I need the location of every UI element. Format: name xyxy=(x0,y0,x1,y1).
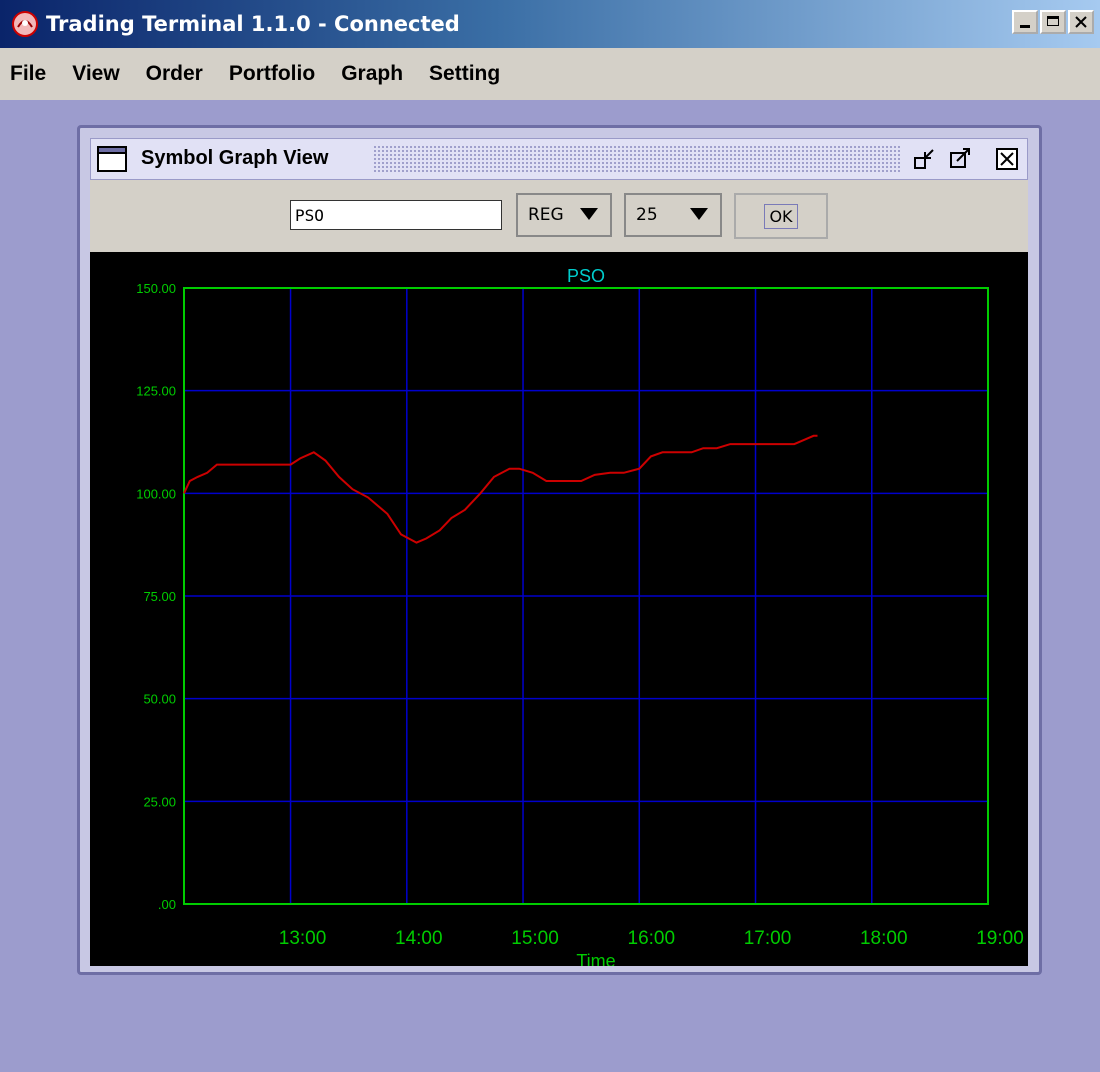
graph-toolbar: REG 25 OK xyxy=(90,180,1028,252)
y-tick-label: 100.00 xyxy=(136,486,176,501)
close-frame-icon[interactable] xyxy=(993,145,1021,173)
maximize-frame-icon[interactable] xyxy=(947,145,975,173)
count-select-value: 25 xyxy=(626,205,658,225)
market-select[interactable]: REG xyxy=(516,193,612,237)
ok-button[interactable]: OK xyxy=(734,193,828,239)
menu-view[interactable]: View xyxy=(72,62,119,86)
chart-area: PSO .00 25.00 50.00 75.00 100.00 125.00 150.00… xyxy=(90,252,1028,966)
count-select[interactable]: 25 xyxy=(624,193,722,237)
window-icon xyxy=(97,145,127,173)
maximize-icon xyxy=(1047,16,1059,26)
menu-file[interactable]: File xyxy=(10,62,46,86)
y-tick-label: 150.00 xyxy=(136,281,176,296)
chevron-down-icon xyxy=(690,208,708,220)
y-tick-label: 75.00 xyxy=(143,589,176,604)
menu-bar: File View Order Portfolio Graph Setting xyxy=(0,48,1100,100)
menu-graph[interactable]: Graph xyxy=(341,62,403,86)
minimize-icon xyxy=(1020,25,1030,28)
market-select-value: REG xyxy=(518,205,564,225)
app-icon xyxy=(10,9,40,39)
x-tick-label: 16:00 xyxy=(628,928,676,949)
x-axis-label: Time xyxy=(576,951,615,966)
maximize-button[interactable] xyxy=(1040,10,1066,34)
x-tick-label: 13:00 xyxy=(279,928,327,949)
menu-setting[interactable]: Setting xyxy=(429,62,500,86)
chart-title: PSO xyxy=(567,266,605,286)
y-tick-label: 125.00 xyxy=(136,384,176,399)
iconify-icon[interactable] xyxy=(911,145,939,173)
app-title: Trading Terminal 1.1.0 - Connected xyxy=(46,12,460,36)
x-tick-label: 19:00 xyxy=(976,928,1024,949)
x-tick-label: 15:00 xyxy=(511,928,559,949)
y-tick-label: 50.00 xyxy=(143,692,176,707)
graph-window-title: Symbol Graph View xyxy=(141,147,328,170)
symbol-input[interactable] xyxy=(290,200,502,230)
price-chart: PSO .00 25.00 50.00 75.00 100.00 125.00 150.00… xyxy=(90,252,1028,966)
close-icon xyxy=(1070,12,1092,32)
series-line xyxy=(184,436,818,543)
ok-button-label: OK xyxy=(764,204,797,229)
title-grip xyxy=(373,145,901,173)
x-tick-label: 14:00 xyxy=(395,928,443,949)
x-tick-label: 18:00 xyxy=(860,928,908,949)
graph-window-titlebar[interactable]: Symbol Graph View xyxy=(90,138,1028,180)
y-tick-label: .00 xyxy=(158,897,176,912)
minimize-button[interactable] xyxy=(1012,10,1038,34)
y-tick-label: 25.00 xyxy=(143,794,176,809)
close-button[interactable] xyxy=(1068,10,1094,34)
x-tick-label: 17:00 xyxy=(744,928,792,949)
chevron-down-icon xyxy=(580,208,598,220)
app-titlebar: Trading Terminal 1.1.0 - Connected xyxy=(0,0,1100,48)
symbol-graph-window: Symbol Graph View REG 25 OK xyxy=(77,125,1042,975)
menu-portfolio[interactable]: Portfolio xyxy=(229,62,315,86)
menu-order[interactable]: Order xyxy=(146,62,203,86)
